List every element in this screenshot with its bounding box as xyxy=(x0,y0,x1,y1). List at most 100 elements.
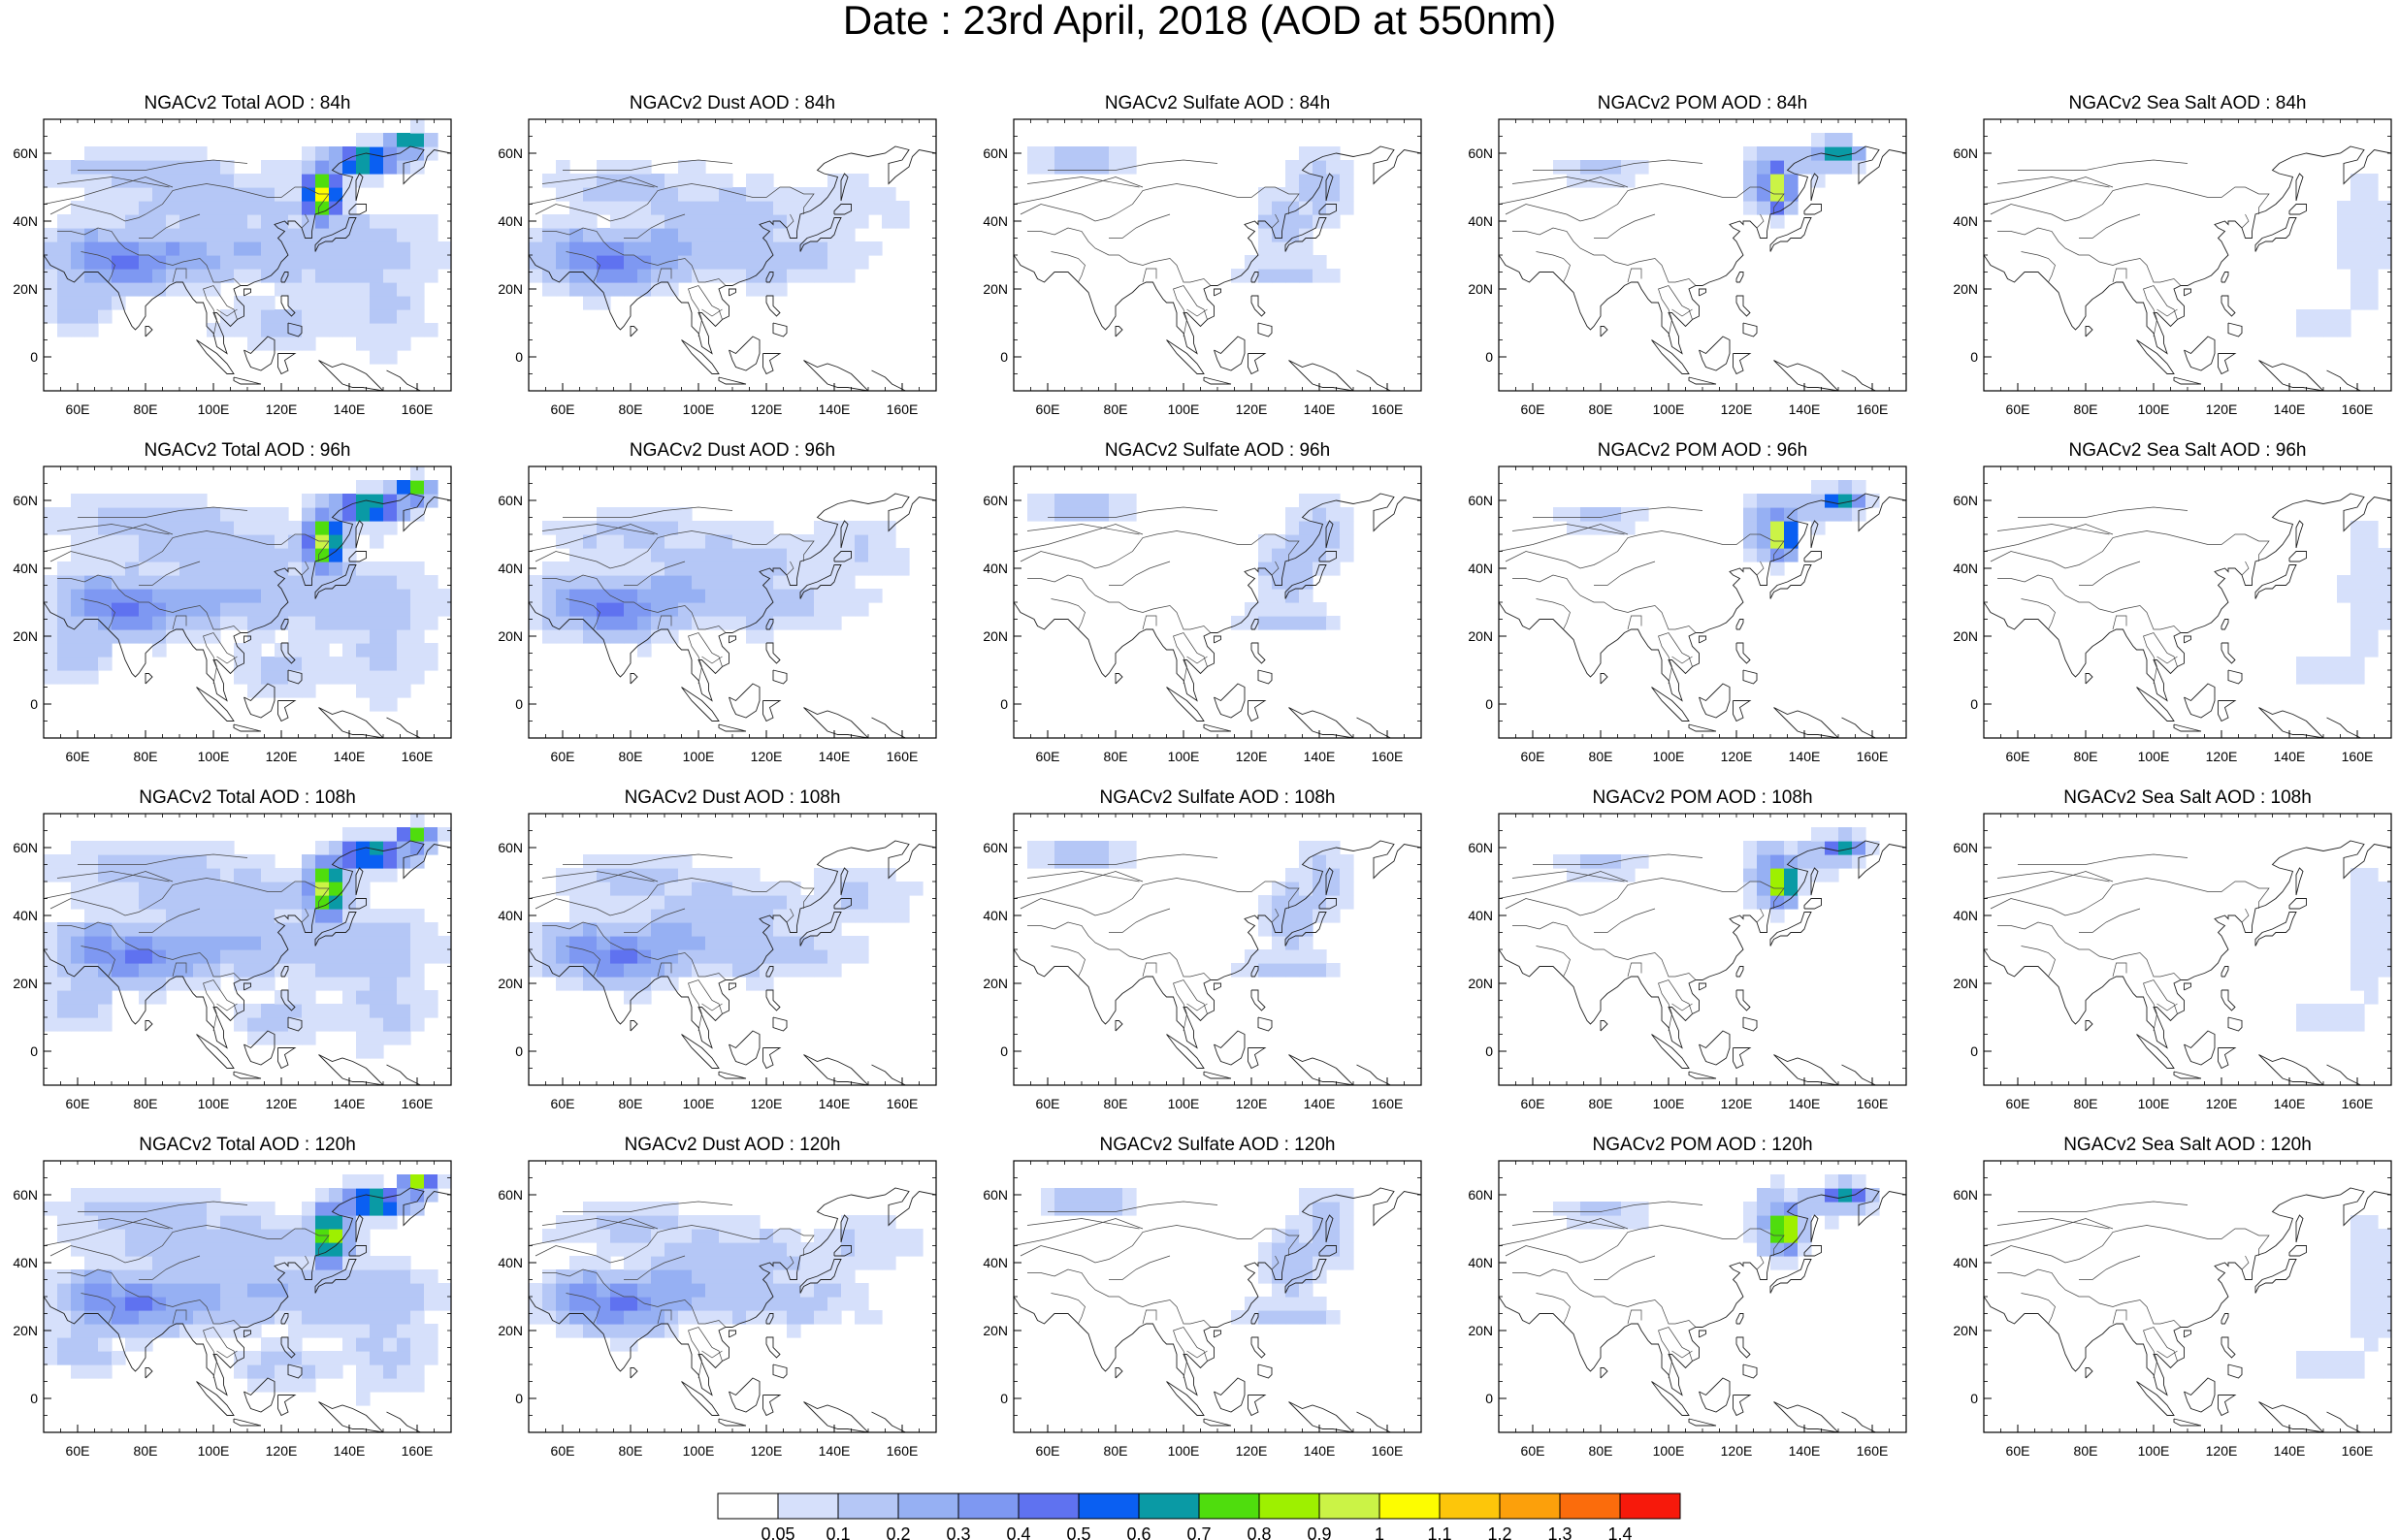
aod-field xyxy=(1499,119,1906,391)
lat-tick-label: 0 xyxy=(1970,1391,1978,1406)
lon-tick-label: 140E xyxy=(1304,401,1336,417)
coastline xyxy=(1803,1245,1822,1257)
lon-tick-label: 160E xyxy=(402,1096,434,1111)
lon-tick-label: 120E xyxy=(2206,401,2238,417)
coastline xyxy=(2221,1313,2229,1325)
coastline xyxy=(1810,520,1819,549)
coastline xyxy=(1014,145,1421,355)
coastline xyxy=(1735,989,1751,1011)
map-panel: NGACv2 Total AOD : 108h 60E 80E 100E 120E 140… xyxy=(13,787,452,1111)
coastline xyxy=(1284,912,1327,946)
coastline xyxy=(1699,683,1731,719)
coastline xyxy=(1773,707,1839,738)
lon-tick-label: 60E xyxy=(66,1096,90,1111)
coastline xyxy=(2218,700,2237,722)
country-border xyxy=(172,615,187,630)
country-border xyxy=(2112,1309,2127,1325)
country-border xyxy=(81,946,115,978)
coastline xyxy=(871,369,906,391)
lat-tick-label: 60N xyxy=(498,1187,523,1203)
coastline xyxy=(2221,989,2236,1011)
country-border xyxy=(701,1003,723,1011)
lat-tick-label: 20N xyxy=(498,976,523,991)
lon-tick-label: 120E xyxy=(1721,749,1753,764)
lon-tick-label: 80E xyxy=(1589,749,1613,764)
map-panel: NGACv2 Total AOD : 120h 60E 80E 100E 120E 140… xyxy=(13,1135,452,1459)
lon-tick-label: 160E xyxy=(402,401,434,417)
coastline xyxy=(729,336,761,371)
coastline xyxy=(1984,840,2391,1049)
lat-tick-label: 20N xyxy=(983,976,1008,991)
coastline xyxy=(1733,353,1752,375)
country-border xyxy=(624,561,686,586)
coastline xyxy=(2295,1214,2304,1243)
coastline xyxy=(1651,1034,1690,1069)
country-border xyxy=(1505,1225,1785,1264)
country-border xyxy=(1142,268,1157,283)
coastline xyxy=(529,1187,936,1396)
coastline xyxy=(280,1336,296,1359)
country-border xyxy=(81,1293,115,1325)
country-border xyxy=(2112,268,2127,283)
lat-tick-label: 20N xyxy=(1953,628,1978,644)
coastline xyxy=(196,339,235,374)
panel-title: NGACv2 POM AOD : 108h xyxy=(1592,787,1812,808)
country-border xyxy=(2112,962,2127,978)
map-panel: NGACv2 POM AOD : 96h 60E 80E 100E 120E 140E 16… xyxy=(1468,440,1907,764)
country-border xyxy=(1051,946,1086,978)
coastline xyxy=(799,1259,842,1294)
lon-tick-label: 100E xyxy=(1168,1096,1200,1111)
coastline xyxy=(2173,376,2202,385)
lat-tick-label: 40N xyxy=(1468,213,1493,229)
country-border xyxy=(81,598,115,630)
colorbar-label: 0.4 xyxy=(1006,1524,1030,1540)
lon-tick-label: 160E xyxy=(1857,401,1889,417)
country-border xyxy=(2112,615,2127,630)
country-border xyxy=(1027,921,1212,980)
lon-tick-label: 100E xyxy=(1168,401,1200,417)
country-border xyxy=(563,506,733,518)
coastline xyxy=(2221,295,2236,317)
lon-tick-label: 160E xyxy=(2342,1443,2374,1459)
lat-tick-label: 40N xyxy=(983,1255,1008,1270)
lon-tick-label: 80E xyxy=(2074,1443,2098,1459)
coastline xyxy=(1733,1395,1752,1417)
country-border xyxy=(216,656,238,664)
coastline xyxy=(318,1054,384,1085)
coastline xyxy=(1248,1395,1267,1417)
coastline xyxy=(386,1411,421,1432)
country-border xyxy=(657,615,672,630)
country-border xyxy=(1020,530,1300,569)
colorbar-label: 1.2 xyxy=(1487,1524,1511,1540)
map-panel: NGACv2 Sea Salt AOD : 84h 60E 80E 100E 120E 1… xyxy=(1953,93,2392,417)
country-border xyxy=(1533,159,1703,171)
country-border xyxy=(1997,574,2182,633)
coastline xyxy=(1600,673,1608,685)
coastline xyxy=(630,326,638,337)
lon-tick-label: 120E xyxy=(1236,1443,1268,1459)
lon-tick-label: 60E xyxy=(2006,749,2030,764)
lat-tick-label: 60N xyxy=(13,145,38,161)
country-border xyxy=(49,878,330,916)
country-border xyxy=(57,921,242,980)
country-border xyxy=(1142,1309,1157,1325)
lat-tick-label: 60N xyxy=(1468,493,1493,508)
lon-tick-label: 60E xyxy=(2006,1096,2030,1111)
country-border xyxy=(2021,1293,2056,1325)
country-border xyxy=(657,268,672,283)
lon-tick-label: 80E xyxy=(134,1443,158,1459)
country-border xyxy=(1271,561,1280,576)
aod-field xyxy=(1499,466,1906,738)
coastline xyxy=(1166,339,1205,374)
country-border xyxy=(1027,227,1212,286)
map-panel: NGACv2 Sea Salt AOD : 96h 60E 80E 100E 120E 1… xyxy=(1953,440,2392,764)
country-border xyxy=(1627,615,1642,630)
coastline xyxy=(1688,376,1717,385)
coastline xyxy=(2258,360,2324,391)
lon-tick-label: 100E xyxy=(683,401,715,417)
coastline xyxy=(718,1071,747,1079)
lat-tick-label: 0 xyxy=(1000,1391,1008,1406)
lon-tick-label: 140E xyxy=(334,401,366,417)
coastline xyxy=(1773,1054,1839,1085)
lat-tick-label: 40N xyxy=(1468,1255,1493,1270)
